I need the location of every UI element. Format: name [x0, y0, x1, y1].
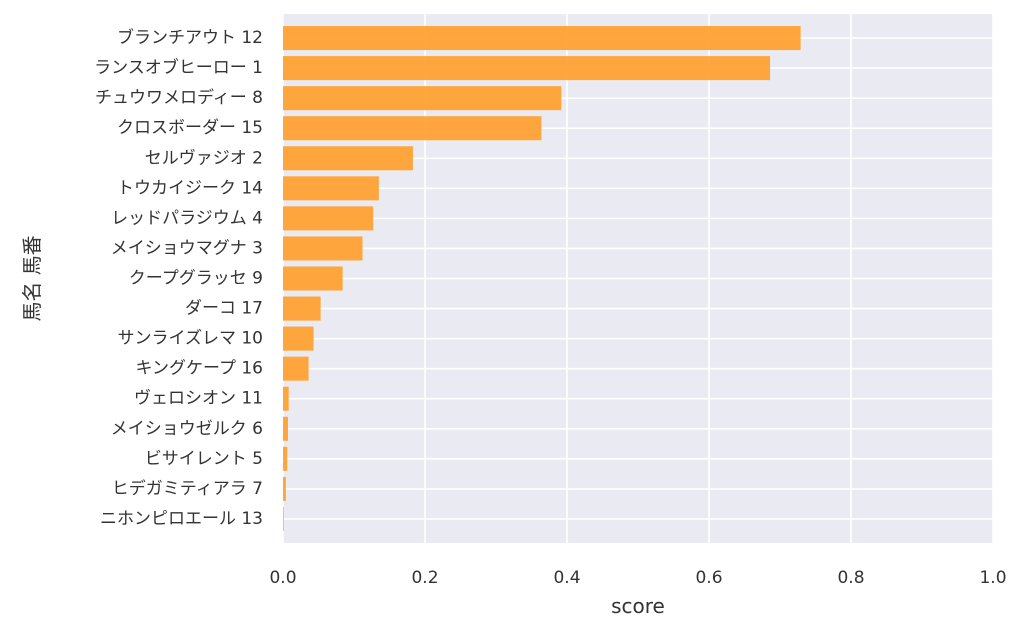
- y-tick-label: ニホンピロエール 13: [100, 509, 263, 529]
- y-tick-label: メイショウマグナ 3: [111, 238, 263, 258]
- y-tick-label: レッドパラジウム 4: [111, 208, 263, 228]
- y-tick-label: ビサイレント 5: [145, 449, 263, 469]
- y-tick-label: キングケープ 16: [135, 359, 263, 379]
- y-tick-labels: ブランチアウト 12 ランスオブヒーロー 1 チュウワメロディー 8 クロスボーダー …: [94, 27, 263, 529]
- x-tick-label: 0.4: [553, 568, 580, 588]
- bar: [283, 236, 363, 261]
- x-tick-labels: 0.0 0.2 0.4 0.6 0.8 1.0: [269, 568, 1006, 588]
- x-tick-label: 0.8: [837, 568, 864, 588]
- bar: [283, 416, 288, 441]
- y-tick-label: ヴェロシオン 11: [134, 389, 263, 409]
- bar: [283, 356, 309, 381]
- bar: [283, 176, 379, 201]
- bar: [283, 386, 289, 411]
- bar: [283, 446, 288, 471]
- bar: [283, 206, 374, 231]
- y-tick-label: ブランチアウト 12: [117, 27, 263, 48]
- x-tick-label: 0.6: [695, 568, 722, 588]
- bar: [283, 266, 343, 291]
- y-tick-label: クープグラッセ 9: [129, 269, 263, 289]
- bar: [283, 326, 314, 351]
- bar: [283, 56, 771, 81]
- bar: [283, 86, 562, 111]
- bar: [283, 296, 321, 321]
- y-axis-title: 馬名 馬番: [20, 235, 44, 321]
- x-tick-label: 1.0: [979, 568, 1006, 588]
- bar: [283, 116, 542, 141]
- bar: [283, 26, 801, 51]
- y-tick-label: サンライズレマ 10: [117, 329, 263, 349]
- y-tick-label: ダーコ 17: [185, 299, 263, 319]
- y-tick-label: ランスオブヒーロー 1: [94, 57, 263, 78]
- y-tick-label: セルヴァジオ 2: [145, 148, 263, 168]
- bar: [283, 506, 284, 531]
- y-tick-label: クロスボーダー 15: [117, 118, 263, 138]
- y-tick-label: ヒデガミティアラ 7: [112, 478, 263, 499]
- x-tick-label: 0.0: [269, 568, 296, 588]
- x-tick-label: 0.2: [411, 568, 438, 588]
- bars: [283, 26, 801, 531]
- y-tick-label: チュウワメロディー 8: [95, 87, 263, 108]
- y-tick-label: メイショウゼルク 6: [111, 419, 263, 439]
- x-axis-title: score: [611, 594, 665, 618]
- y-tick-label: トウカイジーク 14: [117, 178, 263, 198]
- bar: [283, 476, 286, 501]
- bar: [283, 146, 413, 171]
